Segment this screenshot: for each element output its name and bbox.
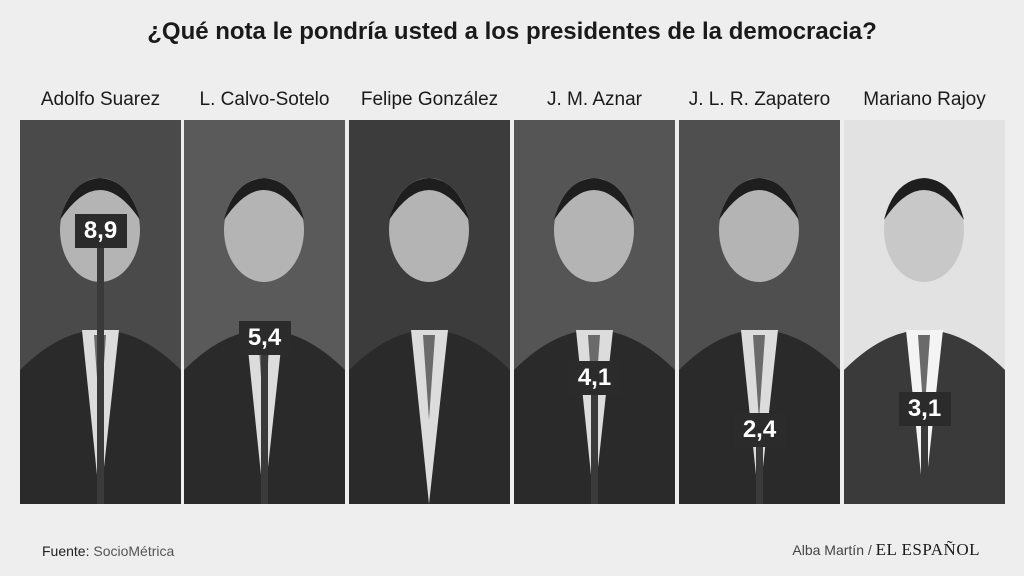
source-label: Fuente: (42, 543, 90, 559)
bar (756, 430, 763, 504)
source-note: Fuente: SocioMétrica (42, 543, 174, 559)
bar (261, 338, 268, 504)
bar (921, 408, 928, 504)
category-label: J. L. R. Zapatero (688, 89, 831, 110)
credit: Alba Martín / EL ESPAÑOL (792, 540, 980, 560)
bar (97, 230, 104, 504)
category-label: Mariano Rajoy (863, 89, 986, 110)
data-label: 5,4 (238, 321, 291, 356)
category-label: J. M. Aznar (546, 89, 643, 110)
portrait-photo (349, 120, 510, 504)
author-credit: Alba Martín / (792, 542, 872, 558)
data-label: 3,1 (898, 391, 951, 426)
data-label: 8,9 (74, 213, 127, 248)
data-label: 4,1 (568, 361, 621, 396)
brand-logo: EL ESPAÑOL (875, 540, 980, 559)
source-name: SocioMétrica (93, 543, 175, 559)
category-label: L. Calvo-Sotelo (199, 89, 330, 110)
bar (591, 378, 598, 504)
chart-title: ¿Qué nota le pondría usted a los preside… (147, 18, 877, 45)
category-label: Adolfo Suarez (40, 89, 161, 110)
data-label: 2,4 (733, 413, 786, 448)
category-label: Felipe González (360, 89, 499, 110)
